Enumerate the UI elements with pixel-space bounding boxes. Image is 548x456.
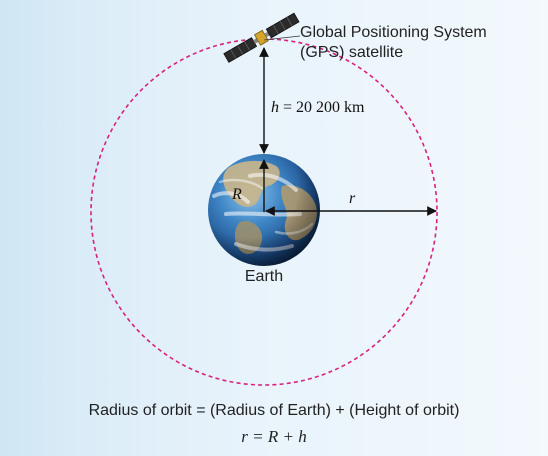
height-label: h = 20 200 km xyxy=(271,99,365,116)
satellite-leader-line xyxy=(263,35,301,41)
earth-label: Earth xyxy=(245,268,283,285)
orbit-radius-label: r xyxy=(349,190,356,207)
orbit-caption: Radius of orbit = (Radius of Earth) + (H… xyxy=(88,402,460,419)
satellite-label-line1: Global Positioning System xyxy=(300,24,487,41)
earth-radius-label: R xyxy=(231,186,242,203)
satellite-label-line2: (GPS) satellite xyxy=(300,44,403,61)
gps-satellite-icon xyxy=(223,12,300,63)
orbit-formula: r = R + h xyxy=(241,427,307,446)
